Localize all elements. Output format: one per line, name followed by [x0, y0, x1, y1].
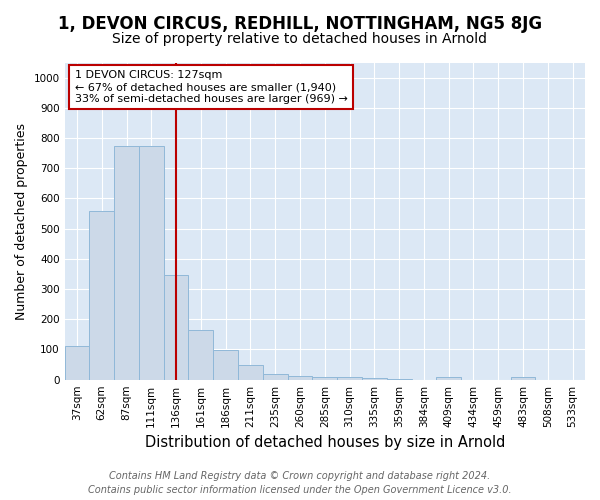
Bar: [511, 378, 535, 380]
Bar: [337, 378, 362, 380]
Bar: [287, 376, 313, 380]
Bar: [65, 346, 89, 380]
Text: Size of property relative to detached houses in Arnold: Size of property relative to detached ho…: [113, 32, 487, 46]
Bar: [89, 210, 114, 380]
Bar: [436, 378, 461, 380]
Bar: [362, 378, 387, 380]
Y-axis label: Number of detached properties: Number of detached properties: [15, 122, 28, 320]
Text: 1 DEVON CIRCUS: 127sqm
← 67% of detached houses are smaller (1,940)
33% of semi-: 1 DEVON CIRCUS: 127sqm ← 67% of detached…: [75, 70, 348, 104]
Bar: [139, 146, 164, 380]
Bar: [313, 376, 337, 380]
Bar: [238, 364, 263, 380]
Bar: [114, 146, 139, 380]
Bar: [213, 350, 238, 380]
Bar: [387, 379, 412, 380]
Text: Contains HM Land Registry data © Crown copyright and database right 2024.
Contai: Contains HM Land Registry data © Crown c…: [88, 471, 512, 495]
Bar: [164, 276, 188, 380]
Bar: [263, 374, 287, 380]
Text: 1, DEVON CIRCUS, REDHILL, NOTTINGHAM, NG5 8JG: 1, DEVON CIRCUS, REDHILL, NOTTINGHAM, NG…: [58, 15, 542, 33]
X-axis label: Distribution of detached houses by size in Arnold: Distribution of detached houses by size …: [145, 435, 505, 450]
Bar: [188, 330, 213, 380]
